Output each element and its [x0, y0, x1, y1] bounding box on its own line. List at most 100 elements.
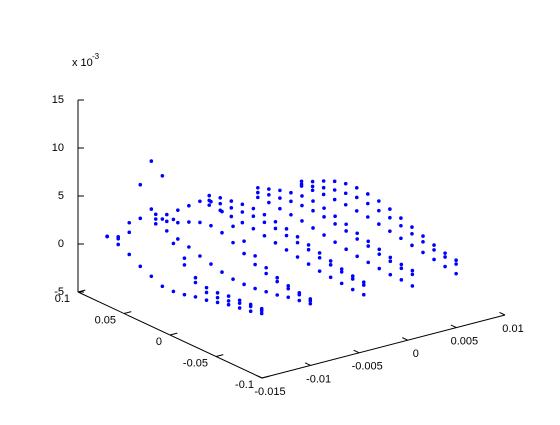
data-point — [366, 192, 370, 196]
data-point — [182, 263, 187, 267]
data-point — [149, 207, 154, 211]
data-point — [278, 188, 282, 193]
data-point — [399, 266, 404, 271]
data-point — [176, 220, 180, 225]
data-point — [127, 220, 132, 225]
x-tick-label: 0.005 — [451, 336, 479, 348]
data-point — [220, 270, 224, 274]
data-point — [138, 264, 143, 269]
data-point — [333, 222, 337, 226]
data-point — [333, 240, 337, 244]
data-point — [410, 268, 415, 273]
data-point — [350, 274, 355, 278]
z-tick-label: -5 — [54, 286, 64, 298]
z-tick-label: 15 — [52, 94, 64, 106]
data-point — [339, 281, 344, 286]
data-point — [127, 230, 132, 235]
z-multiplier: x 10 — [72, 57, 93, 69]
data-point — [410, 243, 414, 248]
data-point — [240, 220, 245, 225]
data-point — [295, 255, 300, 259]
data-point — [231, 224, 235, 229]
data-point — [267, 187, 271, 191]
data-point — [332, 197, 337, 202]
data-point — [171, 241, 176, 246]
data-point — [317, 269, 322, 273]
data-point — [306, 243, 311, 247]
y-tick-label: 0 — [156, 336, 162, 348]
data-point — [286, 283, 291, 288]
data-point — [149, 274, 154, 279]
z-exponent: -3 — [92, 52, 100, 61]
data-point — [264, 271, 268, 276]
data-point — [240, 210, 245, 214]
data-point — [278, 206, 282, 211]
data-point — [377, 199, 381, 203]
data-point — [215, 291, 220, 295]
y-tick-label: 0.1 — [55, 293, 70, 305]
x-tick-label: -0.015 — [254, 386, 285, 398]
data-point — [273, 219, 278, 224]
data-point — [366, 215, 370, 219]
data-point — [299, 179, 304, 184]
data-point — [399, 278, 404, 282]
data-point — [204, 298, 209, 302]
data-point — [377, 222, 381, 226]
data-point — [193, 295, 198, 299]
data-point — [264, 289, 268, 294]
data-point — [443, 251, 447, 255]
data-point — [377, 266, 382, 271]
data-point — [275, 293, 280, 297]
data-point — [317, 251, 322, 255]
data-point — [310, 184, 315, 189]
y-tick — [169, 332, 178, 336]
data-point — [231, 277, 235, 281]
data-point — [262, 233, 267, 238]
data-point — [322, 206, 326, 210]
data-point — [355, 237, 359, 241]
y-tick — [123, 311, 132, 314]
data-point — [366, 239, 371, 244]
data-point — [242, 239, 246, 243]
data-point — [218, 208, 223, 213]
data-point — [248, 304, 253, 309]
data-point — [344, 229, 348, 233]
data-point — [273, 241, 278, 245]
data-point — [229, 214, 234, 219]
data-point — [377, 252, 382, 256]
data-point — [193, 280, 198, 285]
data-point — [354, 186, 359, 190]
data-point — [251, 226, 256, 231]
data-point — [226, 302, 231, 307]
data-point — [193, 275, 198, 280]
y-tick-label: -0.05 — [183, 357, 208, 369]
data-point — [332, 179, 337, 184]
data-point — [229, 206, 234, 210]
x-tick — [499, 311, 506, 316]
data-point — [242, 282, 246, 287]
data-point — [209, 262, 213, 266]
data-point — [300, 203, 304, 208]
data-point — [410, 272, 415, 277]
data-point — [421, 240, 425, 244]
data-point — [361, 283, 366, 287]
data-point — [275, 279, 280, 284]
data-point — [198, 220, 202, 225]
data-point — [366, 260, 371, 265]
data-point — [198, 254, 202, 258]
data-point — [308, 299, 313, 303]
data-point — [454, 258, 458, 263]
data-point — [253, 262, 257, 267]
data-point — [328, 263, 333, 267]
data-point — [308, 301, 313, 306]
data-point — [432, 248, 436, 252]
data-point — [138, 182, 143, 187]
data-point — [215, 295, 220, 300]
data-point — [153, 217, 158, 221]
data-point — [231, 240, 235, 245]
x-tick-label: 0.01 — [502, 323, 523, 335]
data-point — [432, 243, 436, 247]
data-point — [264, 265, 268, 270]
data-point — [138, 216, 143, 221]
